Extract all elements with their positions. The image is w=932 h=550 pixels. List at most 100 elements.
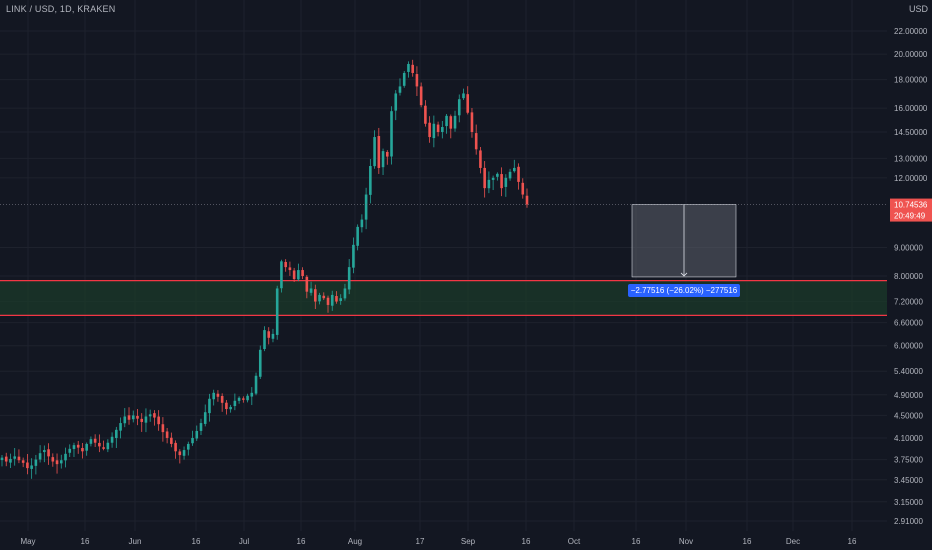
- price-range-measure[interactable]: −2.77516 (−26.02%) −277516: [628, 204, 740, 297]
- candle[interactable]: [89, 436, 93, 447]
- candle[interactable]: [225, 400, 228, 415]
- candle[interactable]: [394, 90, 398, 121]
- candle[interactable]: [462, 88, 465, 101]
- candle[interactable]: [428, 116, 431, 143]
- candle[interactable]: [373, 130, 376, 169]
- candle[interactable]: [436, 121, 440, 137]
- symbol-title[interactable]: LINK / USD, 1D, KRAKEN: [6, 4, 116, 14]
- candle[interactable]: [106, 439, 110, 453]
- candle[interactable]: [191, 430, 194, 446]
- candle[interactable]: [491, 175, 495, 191]
- candle[interactable]: [402, 70, 406, 88]
- candle[interactable]: [34, 454, 38, 475]
- candle[interactable]: [76, 440, 80, 454]
- candle[interactable]: [242, 396, 245, 403]
- candle[interactable]: [356, 224, 359, 251]
- candle[interactable]: [407, 61, 410, 78]
- candle[interactable]: [0, 454, 4, 467]
- candle[interactable]: [263, 326, 266, 352]
- candle[interactable]: [178, 449, 182, 464]
- candle[interactable]: [208, 393, 211, 422]
- candle[interactable]: [220, 393, 224, 412]
- candle[interactable]: [115, 426, 118, 448]
- price-axis[interactable]: 22.00000 20.00000 18.00000 16.00000 14.50000…: [894, 27, 928, 526]
- candle[interactable]: [72, 442, 76, 458]
- candle[interactable]: [411, 59, 414, 77]
- candle[interactable]: [343, 283, 347, 301]
- candle[interactable]: [347, 259, 351, 295]
- candle[interactable]: [339, 294, 343, 305]
- candle[interactable]: [68, 444, 72, 458]
- candle[interactable]: [453, 110, 457, 132]
- candle[interactable]: [26, 453, 29, 475]
- candle[interactable]: [131, 410, 135, 423]
- candle[interactable]: [525, 188, 529, 208]
- candle[interactable]: [110, 432, 114, 448]
- candle[interactable]: [504, 174, 508, 197]
- candle[interactable]: [170, 432, 173, 448]
- candle[interactable]: [153, 410, 156, 426]
- candle[interactable]: [314, 284, 317, 309]
- candle[interactable]: [64, 447, 67, 468]
- support-zone[interactable]: [0, 280, 887, 317]
- candle[interactable]: [360, 214, 364, 233]
- candle[interactable]: [267, 327, 271, 345]
- candle[interactable]: [38, 445, 42, 463]
- candle[interactable]: [195, 425, 199, 441]
- candle[interactable]: [377, 127, 381, 174]
- candle[interactable]: [165, 427, 169, 444]
- candle[interactable]: [415, 66, 419, 96]
- candle[interactable]: [13, 447, 17, 466]
- candle[interactable]: [335, 291, 338, 304]
- candle[interactable]: [144, 408, 148, 433]
- candle[interactable]: [466, 86, 470, 115]
- candle[interactable]: [98, 434, 101, 453]
- candle[interactable]: [148, 409, 152, 422]
- candle[interactable]: [119, 417, 122, 439]
- candle[interactable]: [186, 441, 190, 456]
- candle[interactable]: [174, 440, 177, 459]
- time-axis[interactable]: May 16 Jun 16 Jul 16 Aug 17 Sep 16 Oct 16 Nov 16 Dec 16: [20, 537, 857, 546]
- candle[interactable]: [508, 168, 512, 181]
- candle[interactable]: [322, 292, 326, 301]
- candle[interactable]: [297, 263, 300, 282]
- candle[interactable]: [398, 78, 402, 96]
- candle[interactable]: [17, 449, 21, 464]
- candle[interactable]: [93, 434, 97, 448]
- candle[interactable]: [326, 295, 330, 313]
- candle[interactable]: [369, 158, 372, 204]
- candle[interactable]: [309, 281, 313, 296]
- candle[interactable]: [381, 148, 385, 176]
- candle[interactable]: [81, 443, 84, 459]
- candle[interactable]: [85, 442, 88, 456]
- candle[interactable]: [233, 393, 237, 411]
- candle[interactable]: [292, 267, 296, 283]
- candle[interactable]: [318, 292, 321, 305]
- candle[interactable]: [275, 285, 279, 340]
- candle[interactable]: [390, 106, 393, 165]
- candle[interactable]: [102, 440, 105, 451]
- candle[interactable]: [284, 259, 287, 272]
- candle[interactable]: [9, 453, 12, 468]
- candle[interactable]: [280, 259, 283, 293]
- candle[interactable]: [4, 452, 8, 467]
- candle[interactable]: [199, 418, 203, 435]
- candle[interactable]: [250, 387, 254, 406]
- candle[interactable]: [301, 267, 304, 280]
- candle[interactable]: [123, 408, 127, 428]
- candle[interactable]: [441, 120, 444, 139]
- candle[interactable]: [30, 458, 33, 479]
- candle[interactable]: [288, 261, 292, 276]
- candle[interactable]: [43, 445, 46, 463]
- candle[interactable]: [21, 457, 25, 468]
- candle[interactable]: [364, 187, 368, 230]
- candle[interactable]: [521, 178, 525, 199]
- candle[interactable]: [419, 82, 423, 108]
- candle[interactable]: [500, 167, 503, 197]
- candle[interactable]: [479, 147, 482, 174]
- candle[interactable]: [470, 108, 474, 138]
- candle[interactable]: [445, 114, 448, 134]
- candle[interactable]: [385, 150, 389, 165]
- candle[interactable]: [432, 115, 436, 148]
